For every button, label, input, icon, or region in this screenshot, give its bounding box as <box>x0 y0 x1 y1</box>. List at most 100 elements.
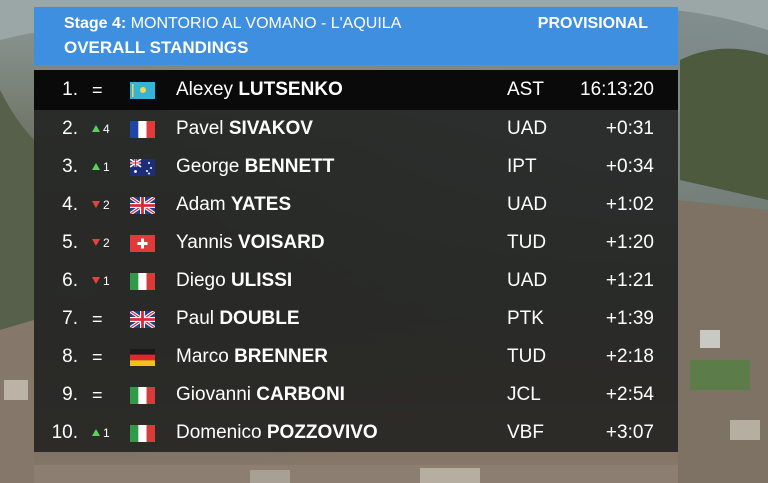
standings-row: 9. = Giovanni CARBONI JCL +2:54 <box>34 376 678 414</box>
rider-last-name: LUTSENKO <box>238 79 343 100</box>
no-change-indicator: = <box>92 385 103 405</box>
position-number: 9. <box>62 384 78 405</box>
position-change: 4 <box>92 110 122 148</box>
rider-first-name: Alexey <box>176 79 234 100</box>
positions-gained: 4 <box>103 122 110 136</box>
stage-route: MONTORIO AL VOMANO - L'AQUILA <box>130 15 402 32</box>
rider-name: Adam YATES <box>176 186 291 224</box>
rider-first-name: Adam <box>176 194 226 215</box>
rider-name: Marco BRENNER <box>176 338 328 376</box>
uk-flag-icon <box>130 197 155 214</box>
stage-label: Stage 4: <box>64 15 127 32</box>
rider-last-name: POZZOVIVO <box>266 422 378 443</box>
time-gap: +2:54 <box>605 384 654 405</box>
rider-first-name: Giovanni <box>176 384 251 405</box>
position-change: 1 <box>92 262 122 300</box>
rider-last-name: BRENNER <box>234 346 329 367</box>
rider-first-name: Diego <box>176 270 226 291</box>
position-change: 1 <box>92 414 122 452</box>
position-change: 2 <box>92 224 122 262</box>
team-code: PTK <box>507 308 544 329</box>
rider-first-name: Paul <box>176 308 215 329</box>
rider-last-name: BENNETT <box>244 156 335 177</box>
time-gap: +2:18 <box>605 346 654 367</box>
team-code: UAD <box>507 118 548 139</box>
rider-first-name: George <box>176 156 240 177</box>
rider-first-name: Pavel <box>176 118 224 139</box>
position-number: 7. <box>62 308 78 329</box>
rider-last-name: CARBONI <box>256 384 345 405</box>
team-code: UAD <box>507 194 548 215</box>
up-arrow-icon <box>92 429 100 436</box>
rider-name: Giovanni CARBONI <box>176 376 345 414</box>
stage-title: Stage 4: MONTORIO AL VOMANO - L'AQUILA <box>64 15 401 33</box>
standings-header: Stage 4: MONTORIO AL VOMANO - L'AQUILA O… <box>34 7 678 65</box>
australia-flag-icon <box>130 159 155 176</box>
position-change: = <box>92 70 122 112</box>
italy-flag-icon <box>130 425 155 442</box>
rider-first-name: Marco <box>176 346 229 367</box>
rider-last-name: DOUBLE <box>219 308 300 329</box>
team-code: UAD <box>507 270 548 291</box>
down-arrow-icon <box>92 201 100 208</box>
leader-row: 1. = Alexey LUTSENKO AST 16:13:20 <box>34 70 678 110</box>
position-change: 2 <box>92 186 122 224</box>
positions-gained: 1 <box>103 426 110 440</box>
position-number: 5. <box>62 232 78 253</box>
time-gap: 16:13:20 <box>580 79 654 100</box>
status-badge: PROVISIONAL <box>537 15 648 32</box>
rider-last-name: VOISARD <box>237 232 325 253</box>
uk-flag-icon <box>130 311 155 328</box>
rider-last-name: ULISSI <box>230 270 293 291</box>
positions-gained: 1 <box>103 160 110 174</box>
rider-first-name: Yannis <box>176 232 233 253</box>
down-arrow-icon <box>92 277 100 284</box>
time-gap: +3:07 <box>605 422 654 443</box>
team-code: AST <box>507 79 544 100</box>
position-change: = <box>92 376 122 416</box>
standings-row: 7. = Paul DOUBLE PTK +1:39 <box>34 300 678 338</box>
standings-row: 6. 1 Diego ULISSI UAD +1:21 <box>34 262 678 300</box>
position-number: 3. <box>62 156 78 177</box>
team-code: VBF <box>507 422 544 443</box>
time-gap: +0:34 <box>605 156 654 177</box>
standings-row: 8. = Marco BRENNER TUD +2:18 <box>34 338 678 376</box>
position-number: 4. <box>62 194 78 215</box>
time-gap: +1:02 <box>605 194 654 215</box>
rider-name: Alexey LUTSENKO <box>176 70 343 110</box>
rider-name: Domenico POZZOVIVO <box>176 414 378 452</box>
italy-flag-icon <box>130 273 155 290</box>
standings-row: 3. 1 George BENNETT IPT +0:34 <box>34 148 678 186</box>
standings-row: 10. 1 Domenico POZZOVIVO VBF +3:07 <box>34 414 678 452</box>
rider-first-name: Domenico <box>176 422 262 443</box>
kazakhstan-flag-icon <box>130 82 155 99</box>
rider-name: Yannis VOISARD <box>176 224 325 262</box>
italy-flag-icon <box>130 387 155 404</box>
up-arrow-icon <box>92 125 100 132</box>
standings-table: 1. = Alexey LUTSENKO AST 16:13:20 2. 4 Pavel SI… <box>34 70 678 452</box>
no-change-indicator: = <box>92 309 103 329</box>
position-change: = <box>92 300 122 340</box>
france-flag-icon <box>130 121 155 138</box>
positions-lost: 2 <box>103 236 110 250</box>
position-number: 8. <box>62 346 78 367</box>
rider-name: George BENNETT <box>176 148 334 186</box>
time-gap: +0:31 <box>605 118 654 139</box>
germany-flag-icon <box>130 349 155 366</box>
rider-last-name: YATES <box>230 194 292 215</box>
team-code: TUD <box>507 232 547 253</box>
time-gap: +1:39 <box>605 308 654 329</box>
rider-last-name: SIVAKOV <box>228 118 313 139</box>
time-gap: +1:21 <box>605 270 654 291</box>
rider-name: Diego ULISSI <box>176 262 292 300</box>
position-change: = <box>92 338 122 378</box>
up-arrow-icon <box>92 163 100 170</box>
time-gap: +1:20 <box>605 232 654 253</box>
team-code: JCL <box>507 384 541 405</box>
rider-name: Paul DOUBLE <box>176 300 300 338</box>
standings-row: 5. 2 Yannis VOISARD TUD +1:20 <box>34 224 678 262</box>
team-code: IPT <box>507 156 537 177</box>
down-arrow-icon <box>92 239 100 246</box>
rider-name: Pavel SIVAKOV <box>176 110 313 148</box>
